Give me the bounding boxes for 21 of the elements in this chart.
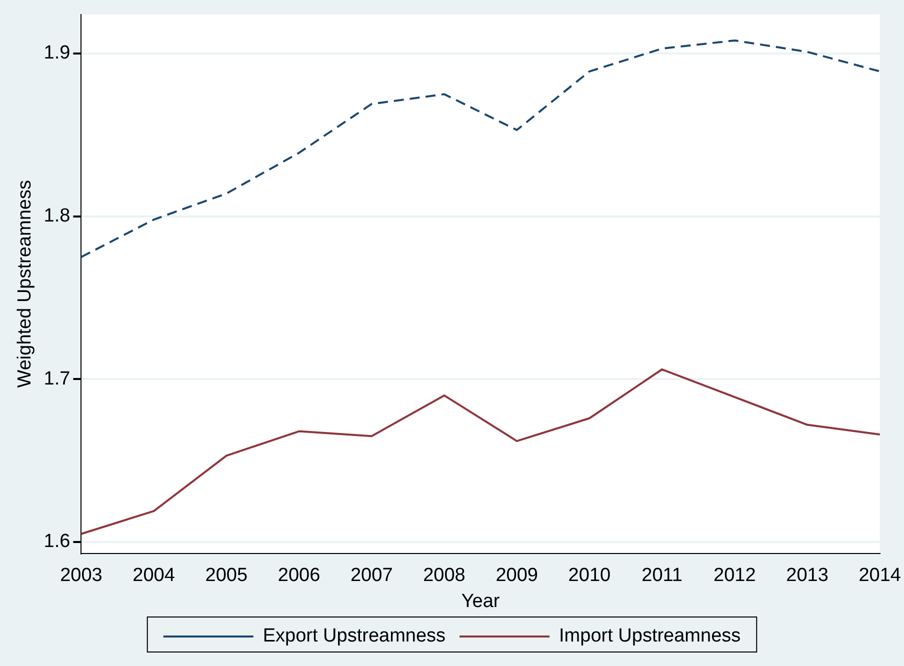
y-tick-label: 1.7	[44, 368, 70, 390]
x-axis-title: Year	[461, 590, 500, 612]
legend-label: Import Upstreamness	[559, 626, 741, 647]
x-tick-label: 2013	[786, 565, 828, 586]
x-tick-label: 2009	[496, 565, 538, 586]
y-tick-label: 1.8	[44, 206, 70, 227]
x-tick-label: 2003	[60, 565, 102, 586]
x-tick-label: 2006	[278, 565, 320, 586]
x-tick-label: 2005	[205, 565, 248, 586]
line-series	[80, 39, 881, 258]
y-axis-title: Weighted Upstreamness	[14, 180, 36, 388]
x-tick-label: 2007	[350, 565, 393, 586]
x-tick-label: 2008	[423, 565, 466, 586]
y-tick-label: 1.6	[44, 531, 70, 552]
legend-label: Export Upstreamness	[262, 626, 446, 647]
x-tick-label: 2004	[132, 565, 176, 586]
x-tick-label: 2014	[858, 565, 902, 586]
x-tick-label: 2011	[642, 565, 682, 586]
y-tick-label: 1.9	[44, 42, 70, 64]
x-tick-label: 2010	[568, 565, 611, 586]
x-tick-label: 2012	[714, 565, 756, 586]
